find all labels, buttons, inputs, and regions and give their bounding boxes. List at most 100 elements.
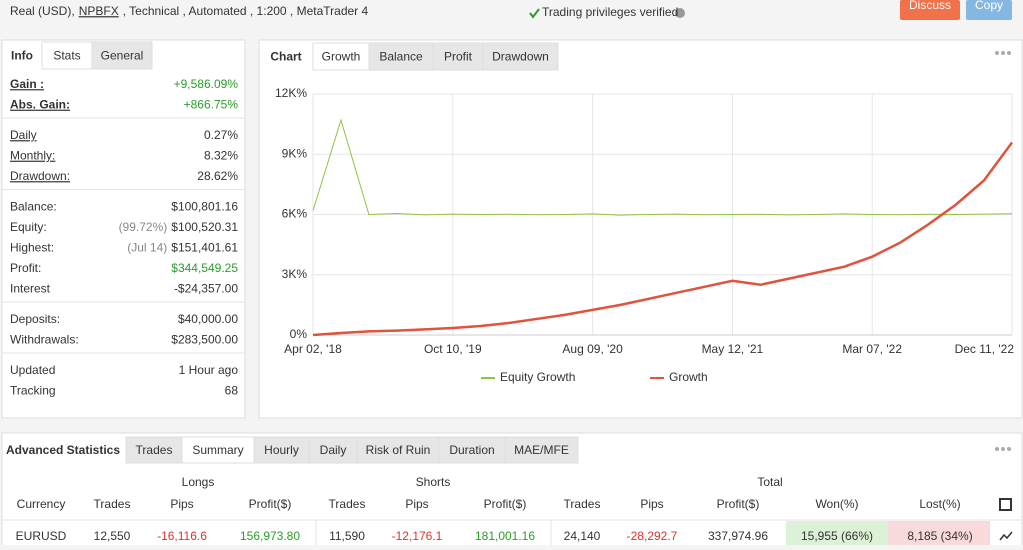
column-header: Profit($): [249, 497, 292, 511]
won-cell: [786, 521, 888, 545]
info-note: (99.72%): [119, 220, 168, 234]
y-tick-label: 6K%: [282, 207, 308, 221]
tab[interactable]: [308, 436, 358, 464]
info-note: (Jul 14): [127, 241, 167, 255]
tab-label[interactable]: Stats: [53, 49, 80, 63]
series-line: [312, 118, 1013, 216]
x-tick-label: Oct 10, '19: [424, 342, 482, 356]
tab[interactable]: [438, 436, 506, 464]
lost-cell: [888, 521, 990, 545]
table-cell: 12,550: [94, 529, 131, 543]
table-cell: -28,292.7: [627, 529, 678, 543]
info-value: 1 Hour ago: [179, 363, 239, 377]
tab[interactable]: [253, 436, 310, 464]
legend-label[interactable]: Equity Growth: [500, 370, 575, 384]
tab-label[interactable]: Trades: [136, 443, 173, 457]
info-value: 68: [225, 384, 239, 398]
info-value: 0.27%: [204, 128, 238, 142]
legend-label[interactable]: Growth: [669, 370, 708, 384]
info-panel: [1, 39, 246, 419]
stats-menu[interactable]: [995, 447, 1011, 451]
account-info: Real (USD),: [10, 4, 75, 18]
table-cell: 337,974.96: [708, 529, 768, 543]
info-value: +9,586.09%: [174, 77, 239, 91]
info-label: Abs. Gain:: [10, 98, 70, 112]
tab[interactable]: [504, 436, 579, 464]
column-header: Trades: [94, 497, 131, 511]
info-label: Gain :: [10, 77, 44, 91]
discuss-button[interactable]: [900, 0, 960, 20]
chart-menu[interactable]: [995, 51, 1011, 55]
info-label: Withdrawals:: [10, 333, 79, 347]
table-cell: -12,176.1: [392, 529, 443, 543]
info-label: Balance:: [10, 200, 57, 214]
copy-button[interactable]: [966, 0, 1012, 20]
tab[interactable]: [482, 42, 559, 71]
chart-panel: [258, 39, 1023, 419]
chart-icon[interactable]: [999, 531, 1013, 541]
column-header: Trades: [564, 497, 601, 511]
tab-label[interactable]: Hourly: [264, 443, 299, 457]
info-label: Tracking: [10, 384, 56, 398]
account-info[interactable]: NPBFX: [79, 4, 119, 18]
x-tick-label: Aug 09, '20: [562, 342, 623, 356]
series-line: [312, 141, 1014, 337]
info-label: Highest:: [10, 241, 54, 255]
tab[interactable]: [432, 42, 484, 71]
column-header: Pips: [170, 497, 193, 511]
info-label: Profit:: [10, 261, 41, 275]
info-value: $151,401.61: [171, 241, 238, 255]
column-header: Trades: [329, 497, 366, 511]
check-icon: [529, 8, 540, 19]
tab-label[interactable]: General: [101, 49, 144, 63]
tab-label[interactable]: Summary: [192, 443, 243, 457]
tab-label[interactable]: MAE/MFE: [514, 443, 569, 457]
group-header: Longs: [182, 475, 215, 489]
tab-label[interactable]: Drawdown: [492, 50, 549, 64]
table-cell: -16,116.6: [157, 529, 207, 543]
x-tick-label: May 12, '21: [702, 342, 764, 356]
tab-label[interactable]: Duration: [449, 443, 494, 457]
table-cell: 156,973.80: [240, 529, 300, 543]
info-icon: [675, 8, 685, 18]
y-tick-label: 3K%: [282, 267, 308, 281]
panel-title: Info: [11, 49, 33, 63]
tab[interactable]: [125, 436, 183, 464]
x-tick-label: Mar 07, '22: [842, 342, 902, 356]
tab-label[interactable]: Growth: [322, 50, 361, 64]
table-cell: EURUSD: [16, 529, 67, 543]
tab[interactable]: [368, 42, 434, 71]
table-cell: 24,140: [564, 529, 601, 543]
copy-icon[interactable]: [999, 498, 1012, 511]
info-value: +866.75%: [184, 98, 239, 112]
column-header: Currency: [17, 497, 66, 511]
info-label: Equity:: [10, 220, 47, 234]
info-label: Drawdown:: [10, 169, 70, 183]
tab[interactable]: [312, 42, 370, 71]
info-value: $40,000.00: [178, 312, 238, 326]
tab-label[interactable]: Daily: [320, 443, 347, 457]
tab[interactable]: [91, 41, 153, 70]
table-cell: 11,590: [329, 529, 365, 543]
info-label: Interest: [10, 282, 51, 296]
group-header: Total: [757, 475, 782, 489]
info-value: 8.32%: [204, 149, 238, 163]
table-cell: 181,001.16: [475, 529, 535, 543]
column-header: Pips: [640, 497, 663, 511]
tab-label[interactable]: Risk of Ruin: [366, 443, 431, 457]
panel-title: Advanced Statistics: [6, 443, 120, 457]
discuss-label[interactable]: Discuss: [909, 0, 951, 12]
info-value: $100,520.31: [171, 220, 238, 234]
verified-label: Trading privileges verified: [542, 5, 678, 19]
y-tick-label: 9K%: [282, 146, 308, 160]
x-tick-label: Dec 11, '22: [955, 342, 1015, 356]
tab-label[interactable]: Profit: [444, 50, 473, 64]
column-header: Won(%): [815, 497, 858, 511]
table-cell: 8,185 (34%): [907, 529, 972, 543]
tab[interactable]: [356, 436, 440, 464]
table-cell: 15,955 (66%): [801, 529, 873, 543]
info-label: Deposits:: [10, 312, 60, 326]
tab-label[interactable]: Balance: [379, 50, 423, 64]
copy-label[interactable]: Copy: [975, 0, 1003, 12]
